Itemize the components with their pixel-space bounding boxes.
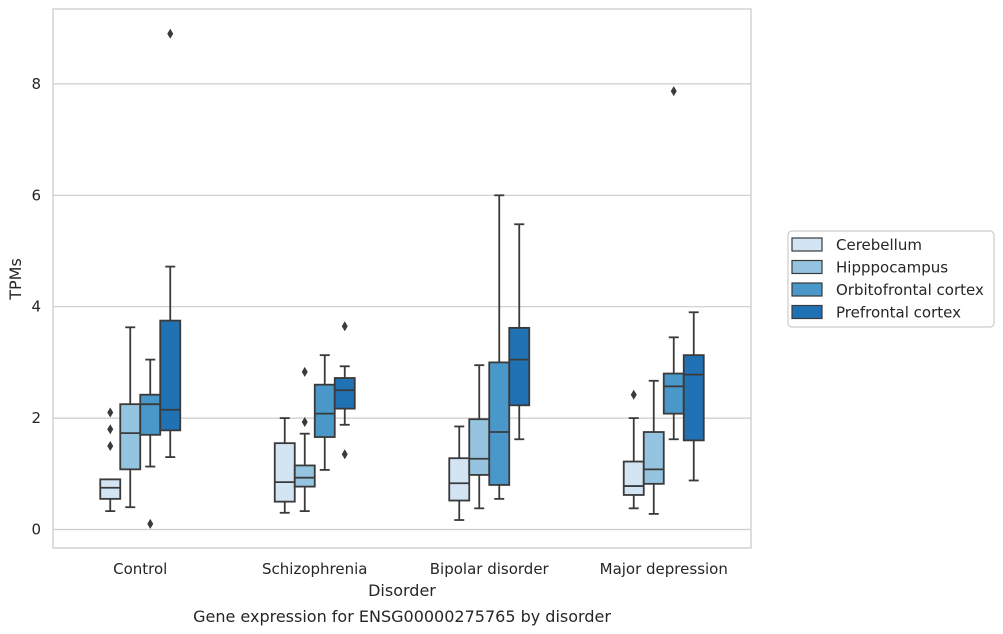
- x-tick-label: Control: [113, 560, 167, 578]
- x-tick-labels: Control Schizophrenia Bipolar disorder Majo…: [113, 560, 728, 578]
- plot-frame: [52, 8, 752, 549]
- outlier-point: [630, 389, 637, 400]
- box: [293, 464, 316, 488]
- outlier-point: [147, 518, 154, 529]
- box: [313, 383, 336, 438]
- legend-swatch: [791, 259, 823, 275]
- box: [508, 326, 531, 407]
- y-tick-labels: 0 2 4 6 8: [31, 75, 41, 539]
- outlier-point: [301, 366, 308, 377]
- outlier-point: [107, 424, 114, 435]
- x-tick-label: Bipolar disorder: [430, 560, 550, 578]
- legend: Cerebellum Hipppocampus Orbitofrontal cort…: [787, 230, 995, 328]
- box-group: [508, 223, 531, 441]
- x-axis-label: Disorder: [368, 581, 436, 600]
- box: [139, 393, 162, 436]
- legend-label: Orbitofrontal cortex: [836, 281, 984, 299]
- box-group: [119, 326, 142, 509]
- box-group: [333, 321, 356, 460]
- y-tick-label: 8: [31, 75, 41, 93]
- y-tick-label: 6: [31, 186, 41, 204]
- y-axis-label: TPMs: [6, 258, 25, 301]
- box-group: [622, 389, 645, 510]
- box: [448, 457, 471, 502]
- box: [159, 319, 182, 432]
- box-group: [159, 28, 182, 458]
- box-group: [99, 407, 122, 513]
- legend-label: Hipppocampus: [836, 259, 948, 277]
- legend-label: Cerebellum: [836, 236, 922, 254]
- box: [273, 442, 296, 503]
- legend-swatch: [791, 304, 823, 320]
- legend-label: Prefrontal cortex: [836, 304, 961, 322]
- y-tick-label: 2: [31, 409, 41, 427]
- box-group: [139, 358, 162, 529]
- chart-caption: Gene expression for ENSG00000275765 by d…: [193, 607, 611, 626]
- x-tick-label: Schizophrenia: [262, 560, 367, 578]
- box: [642, 431, 665, 485]
- box: [333, 377, 356, 410]
- box: [99, 478, 122, 500]
- x-tick-label: Major depression: [600, 560, 728, 578]
- legend-swatch: [791, 237, 823, 252]
- outlier-point: [107, 407, 114, 418]
- outlier-point: [301, 416, 308, 427]
- box-group: [468, 364, 491, 510]
- legend-swatch: [791, 282, 823, 297]
- box-group: [642, 379, 665, 515]
- box-group: [313, 354, 336, 471]
- box-group: [273, 417, 296, 514]
- box-group: [682, 311, 705, 482]
- box: [488, 361, 511, 486]
- box: [662, 372, 685, 415]
- legend-frame: [787, 230, 995, 328]
- outlier-point: [670, 86, 677, 97]
- box-group: [293, 366, 316, 513]
- outlier-point: [341, 321, 348, 332]
- box-group: [662, 86, 685, 441]
- box: [622, 460, 645, 496]
- box: [119, 403, 142, 471]
- y-tick-label: 4: [31, 298, 41, 316]
- outlier-point: [341, 449, 348, 460]
- outlier-point: [167, 28, 174, 39]
- y-tick-label: 0: [31, 521, 41, 539]
- box: [682, 354, 705, 442]
- box-groups: [99, 28, 705, 529]
- box-group: [448, 425, 471, 521]
- box-group: [488, 194, 511, 500]
- box: [468, 418, 491, 476]
- outlier-point: [107, 440, 114, 451]
